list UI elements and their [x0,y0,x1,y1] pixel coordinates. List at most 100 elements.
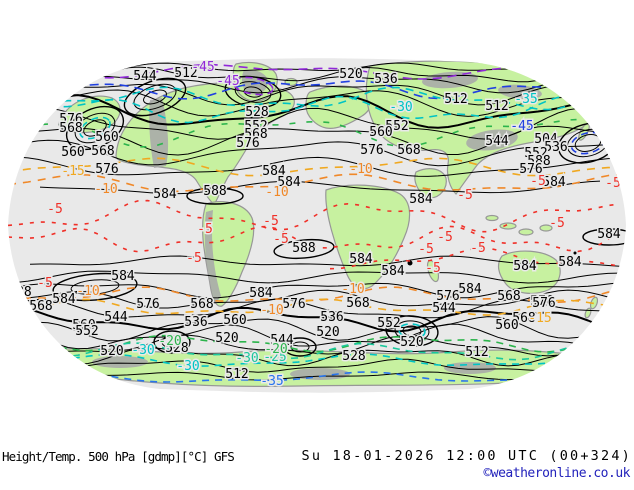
height-label: 576 [532,296,555,311]
closed-height-contour [65,105,125,151]
height-label: 544 [133,69,157,84]
temp-label: -45 [191,60,214,75]
height-label: 544 [104,310,128,325]
height-contour-544 [8,316,619,342]
land-australia [497,250,561,294]
temp-label: -5 [457,188,473,203]
closed-height-contour [394,320,430,342]
height-label: 584 [249,286,273,301]
height-label: 568 [497,289,520,304]
height-label: 584 [277,175,301,190]
height-label: 552 [244,119,267,134]
temp-contour-ring--30 [398,323,426,339]
closed-height-contour [123,77,187,117]
temp-label: -5 [47,202,63,217]
height-contour-536 [8,323,619,350]
temp-contour--15 [8,298,619,316]
temp-contour--10 [8,286,619,303]
height-label: 588 [8,285,31,300]
height-label: 536 [544,140,567,155]
temp-contour--5 [8,199,619,233]
height-contour-536 [8,84,618,106]
height-label: 512 [174,66,197,81]
height-label: 528 [165,341,188,356]
height-label: 512 [444,92,467,107]
terrain-antarctica [444,362,496,374]
height-label: 568 [346,296,369,311]
temp-label: -5 [605,176,621,191]
temp-label: -30 [235,351,258,366]
height-contour-584 [8,156,619,177]
temp-label: -10 [341,282,364,297]
land-indonesia [518,228,534,236]
copyright: ©weatheronline.co.uk [483,466,630,481]
height-label: 576 [530,294,553,309]
temp-label: -15 [61,164,84,179]
temp-contour--45 [59,63,561,80]
temp-label: -45 [510,119,533,134]
temp-label: -5 [273,232,289,247]
height-label: 584 [597,227,621,242]
temp-label: -5 [37,276,53,291]
closed-height-contour [234,81,272,103]
temp-contour--10 [8,173,619,193]
terrain-himalaya [466,129,518,151]
closed-height-contour [161,335,183,349]
height-contour-588 [29,255,621,267]
temp-label: -35 [514,92,537,107]
land-new-zealand [589,296,599,310]
height-label: 568 [91,144,114,159]
height-contour-528 [8,75,619,94]
height-label: 568 [59,121,82,136]
temp-label: -25 [263,350,286,365]
closed-height-contour [83,119,107,137]
height-label: 552 [75,324,98,339]
temp-label: -30 [389,100,412,115]
height-label: 520 [100,344,123,359]
height-label: 504 [534,132,558,147]
temp-label: -30 [131,343,154,358]
temp-label: -5 [530,174,546,189]
closed-height-contour [143,89,167,105]
temp-label: -20 [158,334,181,349]
height-label: 576 [519,162,542,177]
height-label: 584 [458,282,482,297]
height-label: 552 [385,119,408,134]
closed-height-contour [186,187,244,205]
height-label: 528 [245,105,268,120]
closed-height-contour [224,75,282,109]
height-label: 560 [369,125,392,140]
height-label: 536 [184,315,207,330]
height-label: 552 [524,146,547,161]
height-label: 544 [270,333,294,348]
land-new-guinea [539,224,553,232]
height-label: 568 [512,311,535,326]
temp-label: -10 [260,303,283,318]
temp-label: -5 [425,261,441,276]
height-label: 584 [558,255,582,270]
height-label: 568 [244,127,267,142]
land-layer [28,60,602,387]
temp-contour--40 [29,77,621,100]
height-label: 576 [59,112,82,127]
temp-contour--20 [8,118,619,148]
height-contour-552 [8,305,619,333]
height-label: 584 [409,192,433,207]
temp-label: -35 [260,374,283,389]
land-indonesia [499,222,517,230]
temp-label: -15 [528,311,551,326]
height-contour-588 [39,180,601,195]
closed-height-contour [70,279,120,295]
height-label: 512 [465,345,488,360]
temp-label: -5 [197,222,213,237]
height-label: 584 [262,164,286,179]
height-label: 584 [513,259,537,274]
height-contour-584 [8,270,619,284]
height-label: 560 [223,313,246,328]
height-label: 576 [95,162,118,177]
temp-contour--30 [8,95,619,124]
height-label: 512 [485,99,508,114]
terrain-andes [204,210,221,303]
temp-label: -30 [176,359,199,374]
temp-label: -10 [349,162,372,177]
